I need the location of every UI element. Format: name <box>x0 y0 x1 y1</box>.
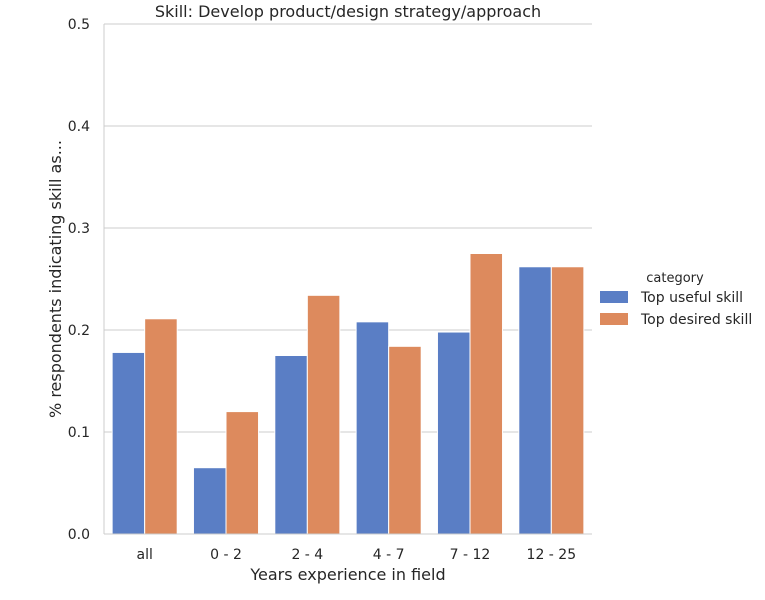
legend-swatch <box>600 291 628 303</box>
chart-title: Skill: Develop product/design strategy/a… <box>155 2 541 21</box>
bar-top-useful <box>111 351 146 535</box>
y-tick-label: 0.1 <box>68 425 90 441</box>
bar-top-desired <box>550 266 585 535</box>
legend-title: category <box>646 271 704 286</box>
y-tick-label: 0.0 <box>68 527 90 543</box>
legend: category Top useful skill Top desired ski… <box>600 271 752 328</box>
x-tick-label: 7 - 12 <box>450 547 491 563</box>
bar-top-useful <box>192 467 227 535</box>
x-tick-labels: all 0 - 2 2 - 4 4 - 7 7 - 12 12 - 25 <box>136 547 576 563</box>
x-tick-label: 4 - 7 <box>373 547 405 563</box>
y-tick-label: 0.5 <box>68 17 90 33</box>
bar-top-desired <box>144 318 178 535</box>
bar-top-useful <box>436 331 471 535</box>
axes <box>103 24 592 535</box>
y-tick-labels: 0.0 0.1 0.2 0.3 0.4 0.5 <box>68 17 90 543</box>
bars <box>111 253 585 535</box>
bar-top-useful <box>355 321 390 535</box>
legend-swatch <box>600 313 628 325</box>
x-tick-label: 0 - 2 <box>210 547 242 563</box>
x-tick-label: 2 - 4 <box>291 547 323 563</box>
y-axis-title: % respondents indicating skill as... <box>46 140 65 418</box>
legend-label: Top desired skill <box>640 312 752 328</box>
bar-top-desired <box>469 253 504 535</box>
y-tick-label: 0.2 <box>68 323 90 339</box>
bar-top-desired <box>388 345 422 535</box>
bar-top-desired <box>225 411 260 535</box>
legend-label: Top useful skill <box>640 290 743 306</box>
bar-top-useful <box>518 266 552 535</box>
bar-top-useful <box>274 355 308 535</box>
x-axis-title: Years experience in field <box>249 565 445 584</box>
y-tick-label: 0.4 <box>68 119 90 135</box>
x-tick-label: all <box>136 547 152 563</box>
y-tick-label: 0.3 <box>68 221 90 237</box>
x-tick-label: 12 - 25 <box>527 547 577 563</box>
bar-top-desired <box>306 294 341 535</box>
